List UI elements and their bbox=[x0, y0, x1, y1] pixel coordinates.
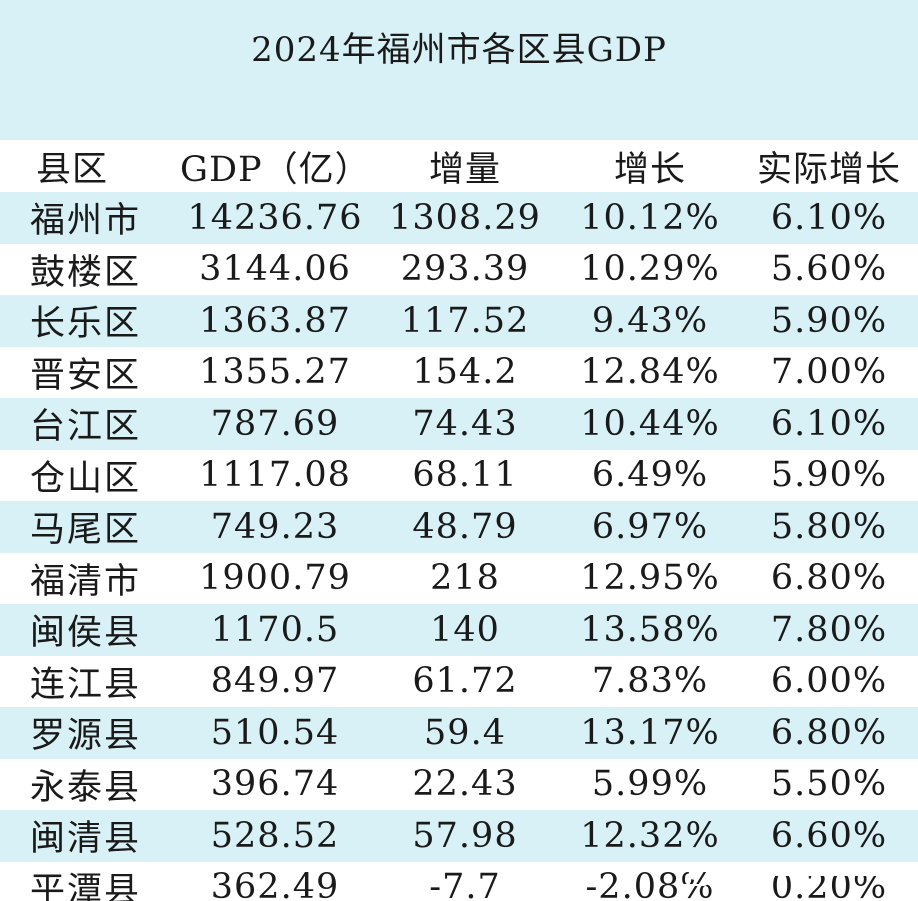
growth-cell: 13.58% bbox=[580, 609, 720, 650]
gdp-cell: 1170.5 bbox=[210, 609, 340, 650]
table-row: 闽侯县 1170.5 140 13.58% 7.80% bbox=[0, 604, 918, 656]
real-growth-cell: 5.60% bbox=[770, 249, 888, 290]
district-cell: 鼓楼区 bbox=[30, 252, 142, 293]
column-header-real-growth: 实际增长 bbox=[756, 149, 901, 190]
increment-cell: 140 bbox=[430, 609, 500, 650]
table-row: 福清市 1900.79 218 12.95% 6.80% bbox=[0, 552, 918, 604]
increment-cell: 154.2 bbox=[412, 352, 518, 393]
district-cell: 晋安区 bbox=[30, 355, 142, 396]
increment-cell: 117.52 bbox=[400, 300, 530, 341]
table-body: 福州市 14236.76 1308.29 10.12% 6.10% 鼓楼区 3144.06 2… bbox=[0, 192, 918, 901]
gdp-cell: 1355.27 bbox=[199, 352, 351, 393]
growth-cell: 9.43% bbox=[591, 300, 709, 341]
growth-cell: 13.17% bbox=[580, 712, 720, 753]
district-cell: 长乐区 bbox=[30, 304, 142, 345]
gdp-cell: 528.52 bbox=[210, 815, 340, 856]
watermark-logo-icon: ◐ bbox=[680, 862, 708, 886]
table-row: 福州市 14236.76 1308.29 10.12% 6.10% bbox=[0, 192, 918, 244]
increment-cell: 74.43 bbox=[412, 403, 518, 444]
table-row: 马尾区 749.23 48.79 6.97% 5.80% bbox=[0, 501, 918, 553]
district-cell: 闽侯县 bbox=[30, 613, 142, 654]
table-row: 晋安区 1355.27 154.2 12.84% 7.00% bbox=[0, 346, 918, 398]
increment-cell: 59.4 bbox=[424, 712, 506, 753]
growth-cell: 7.83% bbox=[591, 661, 709, 702]
district-cell: 平潭县 bbox=[30, 870, 142, 901]
increment-cell: 22.43 bbox=[412, 764, 518, 805]
table-row: 长乐区 1363.87 117.52 9.43% 5.90% bbox=[0, 295, 918, 347]
increment-cell: 68.11 bbox=[412, 455, 518, 496]
table-row: 闽清县 528.52 57.98 12.32% 6.60% bbox=[0, 810, 918, 862]
district-cell: 马尾区 bbox=[30, 510, 142, 551]
growth-cell: 10.44% bbox=[580, 403, 720, 444]
increment-cell: 48.79 bbox=[412, 506, 518, 547]
growth-cell: 12.84% bbox=[580, 352, 720, 393]
table-row: 仓山区 1117.08 68.11 6.49% 5.90% bbox=[0, 449, 918, 501]
district-cell: 永泰县 bbox=[30, 767, 142, 808]
table-row: 连江县 849.97 61.72 7.83% 6.00% bbox=[0, 655, 918, 707]
real-growth-cell: 6.80% bbox=[770, 558, 888, 599]
watermark-bar bbox=[712, 872, 898, 876]
column-header-gdp: GDP（亿） bbox=[180, 149, 370, 190]
page-title: 2024年福州市各区县GDP bbox=[251, 30, 667, 70]
increment-cell: 293.39 bbox=[400, 249, 530, 290]
real-growth-cell: 7.00% bbox=[770, 352, 888, 393]
column-header-growth: 增长 bbox=[613, 149, 686, 190]
real-growth-cell: 6.80% bbox=[770, 712, 888, 753]
table-row: 台江区 787.69 74.43 10.44% 6.10% bbox=[0, 398, 918, 450]
district-cell: 福清市 bbox=[30, 561, 142, 602]
gdp-table: 县区 GDP（亿） 增量 增长 实际增长 福州市 14236.76 1308.29 1… bbox=[0, 140, 918, 901]
district-cell: 罗源县 bbox=[30, 716, 142, 757]
column-header-district: 县区 bbox=[36, 149, 109, 190]
real-growth-cell: 6.00% bbox=[770, 661, 888, 702]
gdp-cell: 849.97 bbox=[210, 661, 340, 702]
growth-cell: 6.49% bbox=[591, 455, 709, 496]
district-cell: 仓山区 bbox=[30, 458, 142, 499]
district-cell: 台江区 bbox=[30, 407, 142, 448]
real-growth-cell: 5.50% bbox=[770, 764, 888, 805]
increment-cell: 57.98 bbox=[412, 815, 518, 856]
column-header-increment: 增量 bbox=[428, 149, 501, 190]
gdp-cell: 1363.87 bbox=[199, 300, 351, 341]
growth-cell: 10.29% bbox=[580, 249, 720, 290]
growth-cell: 5.99% bbox=[591, 764, 709, 805]
gdp-cell: 396.74 bbox=[210, 764, 340, 805]
increment-cell: 218 bbox=[430, 558, 500, 599]
watermark: ◐ bbox=[680, 856, 898, 892]
header-row: 县区 GDP（亿） 增量 增长 实际增长 bbox=[0, 140, 918, 192]
district-cell: 福州市 bbox=[30, 201, 142, 242]
gdp-cell: 1900.79 bbox=[199, 558, 351, 599]
real-growth-cell: 6.60% bbox=[770, 815, 888, 856]
real-growth-cell: 6.10% bbox=[770, 403, 888, 444]
growth-cell: 10.12% bbox=[580, 197, 720, 238]
real-growth-cell: 6.10% bbox=[770, 197, 888, 238]
growth-cell: 6.97% bbox=[591, 506, 709, 547]
district-cell: 闽清县 bbox=[30, 819, 142, 860]
gdp-cell: 749.23 bbox=[210, 506, 340, 547]
increment-cell: -7.7 bbox=[429, 867, 501, 901]
gdp-cell: 14236.76 bbox=[187, 197, 363, 238]
district-cell: 连江县 bbox=[30, 664, 142, 705]
real-growth-cell: 5.90% bbox=[770, 455, 888, 496]
growth-cell: 12.95% bbox=[580, 558, 720, 599]
table-row: 永泰县 396.74 22.43 5.99% 5.50% bbox=[0, 758, 918, 810]
gdp-cell: 510.54 bbox=[210, 712, 340, 753]
gdp-cell: 3144.06 bbox=[199, 249, 351, 290]
real-growth-cell: 5.80% bbox=[770, 506, 888, 547]
real-growth-cell: 5.90% bbox=[770, 300, 888, 341]
table-row: 罗源县 510.54 59.4 13.17% 6.80% bbox=[0, 707, 918, 759]
increment-cell: 61.72 bbox=[412, 661, 518, 702]
growth-cell: 12.32% bbox=[580, 815, 720, 856]
increment-cell: 1308.29 bbox=[389, 197, 541, 238]
gdp-cell: 787.69 bbox=[210, 403, 340, 444]
gdp-cell: 362.49 bbox=[210, 867, 340, 901]
title-band bbox=[0, 0, 918, 140]
gdp-cell: 1117.08 bbox=[199, 455, 351, 496]
real-growth-cell: 7.80% bbox=[770, 609, 888, 650]
table-row: 鼓楼区 3144.06 293.39 10.29% 5.60% bbox=[0, 243, 918, 295]
